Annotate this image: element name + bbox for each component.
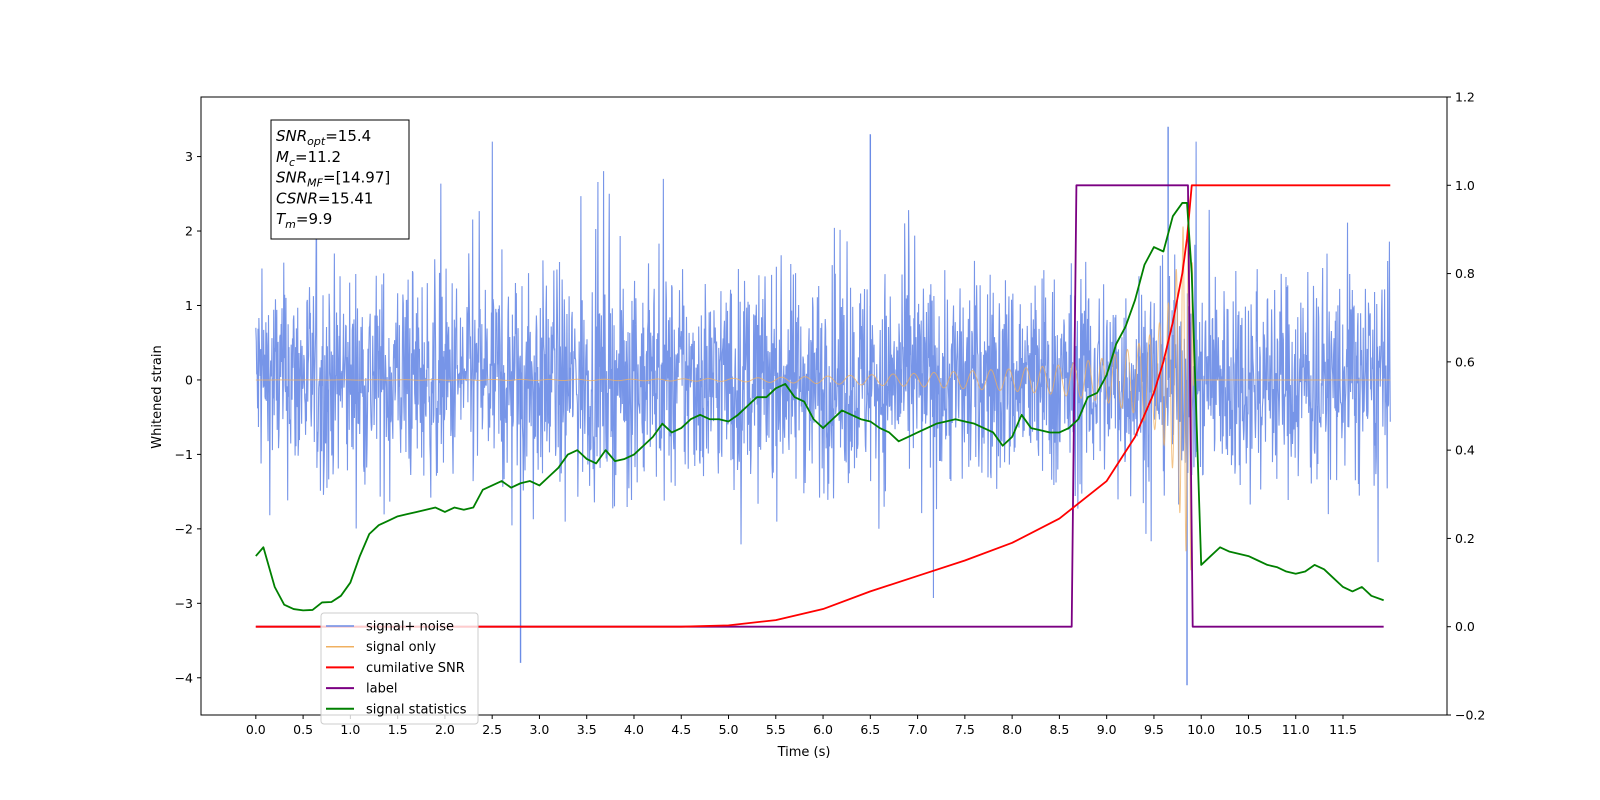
x-tick-label: 6.0 [813, 722, 833, 737]
x-tick-label: 5.5 [766, 722, 786, 737]
x-tick-label: 1.0 [340, 722, 360, 737]
x-tick-label: 2.0 [435, 722, 455, 737]
x-tick-label: 0.5 [293, 722, 313, 737]
series-cumulative-snr [255, 184, 1391, 628]
x-tick-label: 3.5 [577, 722, 597, 737]
y-tick-label: 0 [185, 372, 193, 387]
y2-tick-label: −0.2 [1455, 708, 1485, 723]
y2-tick-label: 0.6 [1455, 354, 1475, 369]
x-tick-label: 0.0 [246, 722, 266, 737]
series-signal-only [255, 196, 1391, 571]
x-tick-label: 2.5 [482, 722, 502, 737]
annotation-line: SNRopt=15.4 [276, 127, 371, 148]
x-tick-label: 5.0 [719, 722, 739, 737]
legend-frame [320, 612, 479, 725]
x-tick-label: 9.0 [1097, 722, 1117, 737]
x-tick-label: 3.0 [529, 722, 549, 737]
legend-label-4: signal statistics [366, 702, 467, 717]
x-tick-label: 8.0 [1002, 722, 1022, 737]
x-tick-label: 7.5 [955, 722, 975, 737]
annotation-line: Tm=9.9 [276, 210, 332, 231]
x-axis-label: Time (s) [777, 745, 831, 760]
y-tick-label: 2 [185, 224, 193, 239]
y2-tick-label: 1.0 [1455, 178, 1475, 193]
x-tick-label: 9.5 [1144, 722, 1164, 737]
y-axis-label: Whitened strain [150, 345, 165, 448]
annotation-line: SNRMF=[14.97] [276, 169, 390, 190]
x-tick-label: 11.0 [1282, 722, 1310, 737]
legend-label-2: cumilative SNR [366, 661, 465, 676]
plot-area [255, 126, 1391, 686]
x-tick-label: 6.5 [860, 722, 880, 737]
legend-label-0: signal+ noise [366, 620, 454, 635]
x-tick-label: 1.5 [388, 722, 408, 737]
x-tick-label: 7.0 [908, 722, 928, 737]
legend: signal+ noise signal only cumilative SNR la… [320, 612, 479, 725]
y-tick-label: −2 [175, 521, 193, 536]
series-signal-statistics [255, 202, 1384, 612]
y2-tick-label: 1.2 [1455, 90, 1475, 105]
y-tick-label: −3 [175, 596, 193, 611]
x-tick-label: 8.5 [1049, 722, 1069, 737]
axes: 0.0 0.5 1.0 1.5 2.0 2.5 3.0 3.5 4.0 4.5 5.0 5.5 6.0 6… [175, 90, 1486, 738]
y-tick-label: 1 [185, 298, 193, 313]
y-tick-label: −4 [175, 670, 193, 685]
legend-label-3: label [366, 682, 397, 697]
annotation-frame [270, 119, 410, 240]
series-signal-noise [255, 141, 1391, 599]
plot-inner [255, 126, 1391, 686]
x-tick-label: 10.5 [1235, 722, 1263, 737]
y-tick-label: 3 [185, 149, 193, 164]
x-tick-label: 4.0 [624, 722, 644, 737]
annotation-line: Mc=11.2 [276, 148, 341, 169]
y2-tick-label: 0.2 [1455, 531, 1475, 546]
y-tick-label: −1 [175, 447, 193, 462]
legend-label-1: signal only [366, 640, 436, 655]
y2-tick-label: 0.0 [1455, 619, 1475, 634]
y2-tick-label: 0.8 [1455, 266, 1475, 281]
annotation-box: SNRopt=15.4Mc=11.2SNRMF=[14.97]CSNR=15.4… [270, 119, 410, 240]
y2-tick-label: 0.4 [1455, 443, 1475, 458]
annotation-line: CSNR=15.41 [276, 189, 373, 207]
plot-frame [200, 96, 1448, 716]
x-tick-label: 10.0 [1187, 722, 1215, 737]
x-tick-label: 11.5 [1329, 722, 1357, 737]
x-tick-label: 4.5 [671, 722, 691, 737]
series-label [255, 184, 1384, 628]
